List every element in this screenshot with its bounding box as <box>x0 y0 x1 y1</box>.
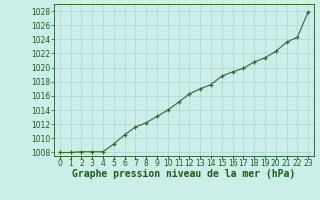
X-axis label: Graphe pression niveau de la mer (hPa): Graphe pression niveau de la mer (hPa) <box>72 169 296 179</box>
